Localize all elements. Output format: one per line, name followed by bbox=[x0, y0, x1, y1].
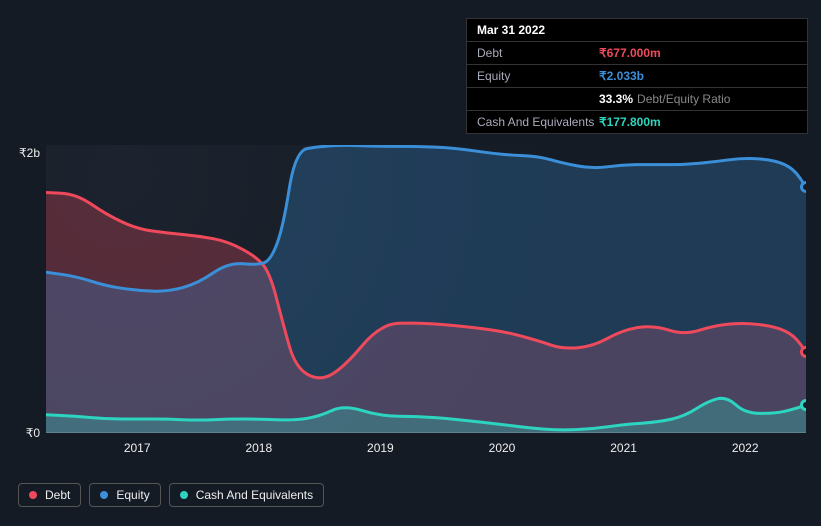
tooltip-row: Debt₹677.000m bbox=[467, 42, 807, 65]
x-axis-label: 2022 bbox=[732, 441, 759, 455]
x-axis-label: 2017 bbox=[124, 441, 151, 455]
tooltip-date: Mar 31 2022 bbox=[477, 23, 545, 37]
tooltip-label: Cash And Equivalents bbox=[477, 115, 599, 129]
x-axis-label: 2018 bbox=[245, 441, 272, 455]
tooltip-row: 33.3% Debt/Equity Ratio bbox=[467, 88, 807, 111]
legend-label: Cash And Equivalents bbox=[196, 488, 313, 502]
x-axis-label: 2020 bbox=[489, 441, 516, 455]
y-axis-label: ₹0 bbox=[26, 426, 40, 440]
legend-dot-icon bbox=[29, 491, 37, 499]
tooltip-row: Equity₹2.033b bbox=[467, 65, 807, 88]
tooltip-value: ₹677.000m bbox=[599, 46, 661, 60]
tooltip-value: ₹2.033b bbox=[599, 69, 644, 83]
tooltip-value: 33.3% bbox=[599, 92, 633, 106]
root: ₹2b ₹0 2017 2018 2019 2020 2021 2022 Mar 31 202… bbox=[0, 0, 821, 526]
legend-label: Equity bbox=[116, 488, 149, 502]
legend: Debt Equity Cash And Equivalents bbox=[18, 483, 324, 507]
plot-area[interactable] bbox=[46, 145, 806, 433]
chart-svg bbox=[46, 145, 806, 433]
x-axis-label: 2021 bbox=[610, 441, 637, 455]
x-axis-label: 2019 bbox=[367, 441, 394, 455]
tooltip-suffix: Debt/Equity Ratio bbox=[637, 92, 730, 106]
tooltip-row: Cash And Equivalents₹177.800m bbox=[467, 111, 807, 133]
tooltip-value: ₹177.800m bbox=[599, 115, 661, 129]
tooltip: Mar 31 2022 Debt₹677.000mEquity₹2.033b33… bbox=[466, 18, 808, 134]
legend-label: Debt bbox=[45, 488, 70, 502]
legend-item-cash-and-equivalents[interactable]: Cash And Equivalents bbox=[169, 483, 324, 507]
legend-dot-icon bbox=[180, 491, 188, 499]
tooltip-label: Debt bbox=[477, 46, 599, 60]
legend-dot-icon bbox=[100, 491, 108, 499]
legend-item-debt[interactable]: Debt bbox=[18, 483, 81, 507]
legend-item-equity[interactable]: Equity bbox=[89, 483, 160, 507]
y-axis-label: ₹2b bbox=[19, 146, 40, 160]
tooltip-date-row: Mar 31 2022 bbox=[467, 19, 807, 42]
tooltip-label: Equity bbox=[477, 69, 599, 83]
